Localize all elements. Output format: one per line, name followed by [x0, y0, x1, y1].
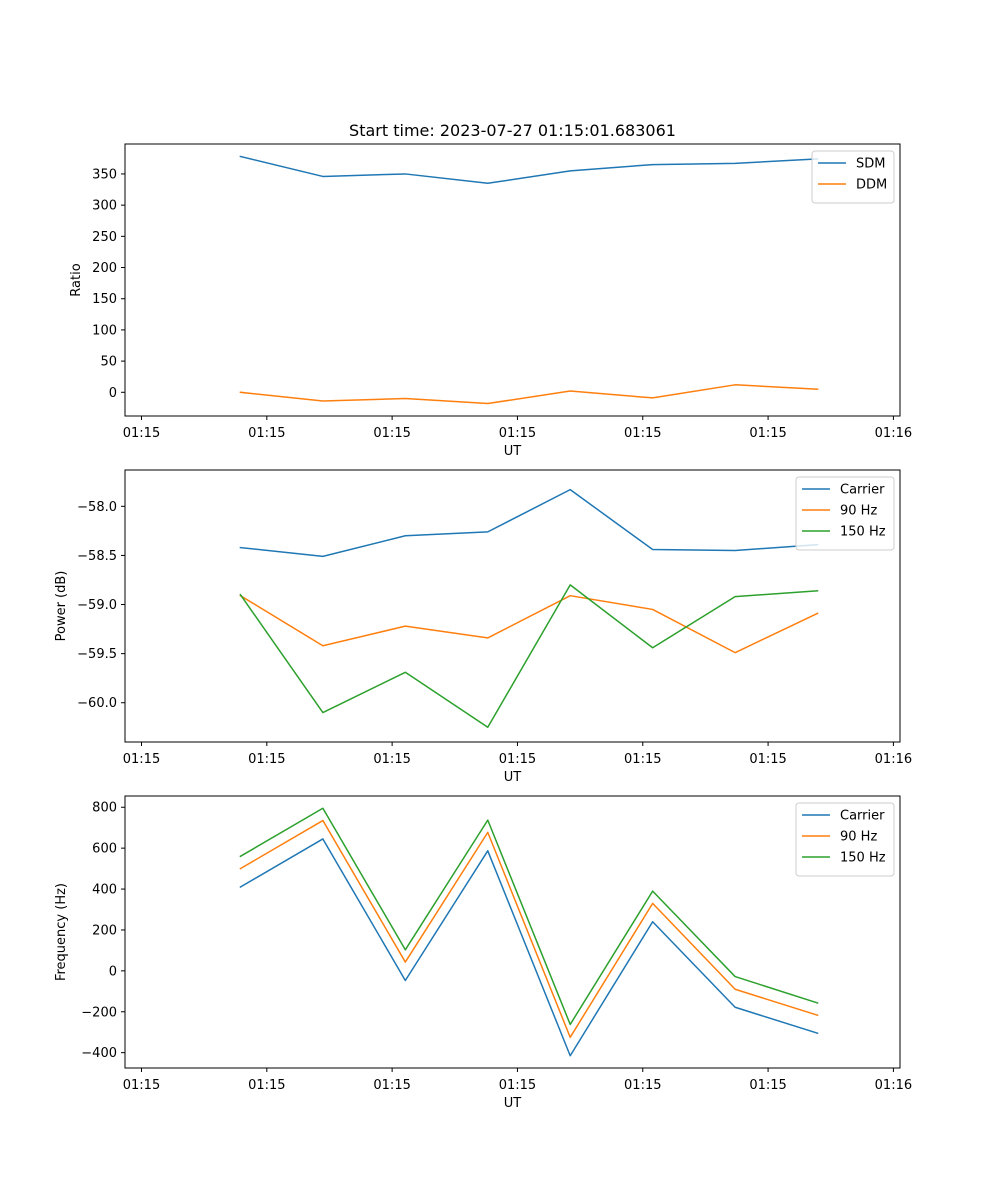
chart-panel-3: 01:15 01:15 01:15 01:15 01:15 01:15 01:16 −400 −… — [54, 795, 912, 1111]
series-lines — [239, 488, 819, 729]
series-line-carrier — [239, 488, 819, 558]
y-tick-label: −59.0 — [77, 598, 117, 613]
x-tick-label: 01:15 — [499, 426, 536, 441]
y-axis-label: Power (dB) — [54, 571, 69, 642]
series-line-carrier — [239, 838, 819, 1057]
y-tick-label: −400 — [81, 1046, 117, 1061]
legend-label: SDM — [856, 157, 885, 172]
legend: Carrier 90 Hz 150 Hz — [795, 802, 895, 877]
legend-label: 150 Hz — [840, 851, 886, 866]
y-tick-label: 100 — [92, 323, 117, 338]
series-line-90-hz — [239, 819, 819, 1039]
y-axis-label: Frequency (Hz) — [54, 883, 69, 981]
legend-box — [811, 150, 895, 204]
legend-label: 150 Hz — [840, 525, 886, 540]
x-tick-label: 01:15 — [248, 426, 285, 441]
legend-label: 90 Hz — [840, 830, 877, 845]
legend-label: Carrier — [840, 483, 885, 498]
legend-label: Carrier — [840, 809, 885, 824]
y-tick-label: 800 — [92, 801, 117, 816]
x-tick-label: 01:15 — [749, 752, 786, 767]
x-tick-label: 01:16 — [875, 426, 912, 441]
y-tick-label: 600 — [92, 842, 117, 857]
y-tick-label: 200 — [92, 923, 117, 938]
axes-frame — [124, 795, 901, 1069]
x-axis-label: UT — [504, 444, 522, 459]
y-tick-label: 0 — [109, 386, 117, 401]
series-lines — [239, 807, 819, 1057]
series-line-ddm — [239, 384, 819, 405]
x-tick-label: 01:15 — [499, 1078, 536, 1093]
y-tick-label: −200 — [81, 1005, 117, 1020]
series-lines — [239, 155, 819, 405]
x-tick-label: 01:15 — [373, 752, 410, 767]
y-tick-label: −60.0 — [77, 696, 117, 711]
x-tick-label: 01:15 — [624, 752, 661, 767]
legend: SDM DDM — [811, 150, 895, 204]
axes-frame — [124, 469, 901, 743]
x-tick-label: 01:15 — [749, 426, 786, 441]
series-line-150-hz — [239, 584, 819, 729]
x-axis-label: UT — [504, 1096, 522, 1111]
x-tick-label: 01:15 — [123, 426, 160, 441]
y-tick-label: −59.5 — [77, 647, 117, 662]
x-tick-label: 01:16 — [875, 752, 912, 767]
y-tick-label: 0 — [109, 964, 117, 979]
x-tick-label: 01:15 — [123, 1078, 160, 1093]
x-tick-label: 01:15 — [749, 1078, 786, 1093]
x-tick-label: 01:15 — [123, 752, 160, 767]
series-line-150-hz — [239, 807, 819, 1026]
y-tick-label: 300 — [92, 199, 117, 214]
x-tick-label: 01:15 — [624, 426, 661, 441]
y-tick-label: 350 — [92, 167, 117, 182]
x-axis-label: UT — [504, 770, 522, 785]
series-line-sdm — [239, 155, 819, 185]
x-tick-label: 01:15 — [248, 752, 285, 767]
chart-panel-2: 01:15 01:15 01:15 01:15 01:15 01:15 01:16 −60.0… — [54, 469, 912, 785]
y-tick-label: 150 — [92, 292, 117, 307]
axes-frame — [124, 143, 901, 417]
y-tick-label: −58.5 — [77, 549, 117, 564]
y-tick-label: 50 — [100, 355, 117, 370]
y-tick-label: 250 — [92, 230, 117, 245]
y-tick-label: 200 — [92, 261, 117, 276]
y-axis-label: Ratio — [69, 263, 84, 296]
legend-label: DDM — [856, 178, 887, 193]
x-tick-label: 01:15 — [373, 1078, 410, 1093]
x-tick-label: 01:15 — [373, 426, 410, 441]
chart-title: Start time: 2023-07-27 01:15:01.683061 — [349, 121, 676, 140]
x-tick-label: 01:15 — [624, 1078, 661, 1093]
x-tick-label: 01:15 — [248, 1078, 285, 1093]
x-tick-label: 01:15 — [499, 752, 536, 767]
legend: Carrier 90 Hz 150 Hz — [795, 476, 895, 551]
chart-panel-1: 01:15 01:15 01:15 01:15 01:15 01:15 01:16 0 50 10… — [69, 121, 912, 459]
y-tick-label: 400 — [92, 883, 117, 898]
y-tick-label: −58.0 — [77, 500, 117, 515]
series-line-90-hz — [239, 594, 819, 654]
legend-label: 90 Hz — [840, 504, 877, 519]
x-tick-label: 01:16 — [875, 1078, 912, 1093]
